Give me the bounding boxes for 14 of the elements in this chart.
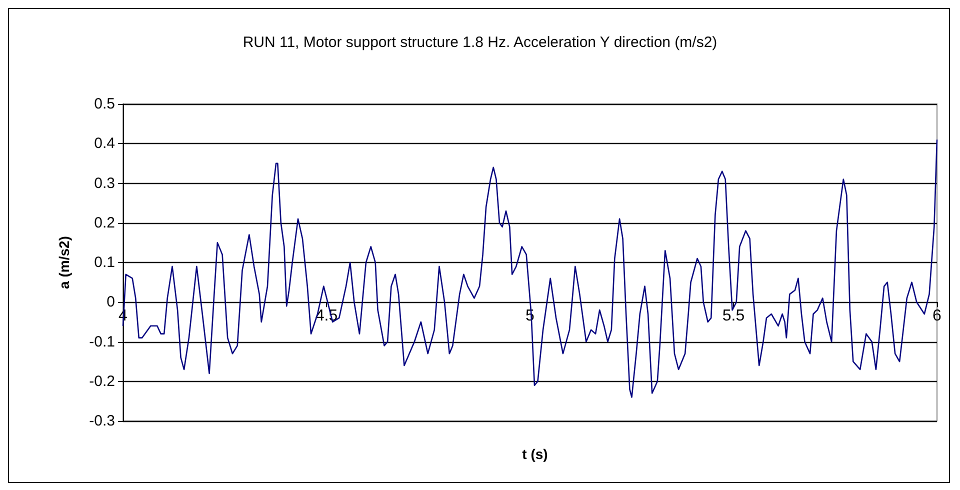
y-tick-label: -0.2: [89, 372, 115, 390]
y-axis-title: a (m/s2): [56, 236, 72, 289]
x-axis-title: t (s): [522, 446, 548, 462]
x-tick-label: 5.5: [722, 308, 745, 325]
x-tick-label: 6: [932, 308, 942, 325]
y-tick-label: 0.4: [94, 135, 115, 152]
y-tick-label: -0.1: [89, 333, 115, 350]
y-tick-label: 0.3: [94, 174, 115, 192]
y-tick-label: 0: [106, 294, 115, 311]
y-tick-label: 0.5: [94, 96, 115, 112]
y-tick-label: 0.1: [94, 254, 115, 271]
chart-title: RUN 11, Motor support structure 1.8 Hz. Acceleration Y direction (m/s2): [242, 34, 718, 51]
y-tick-label: 0.2: [94, 214, 115, 232]
y-tick-label: -0.3: [89, 412, 115, 430]
